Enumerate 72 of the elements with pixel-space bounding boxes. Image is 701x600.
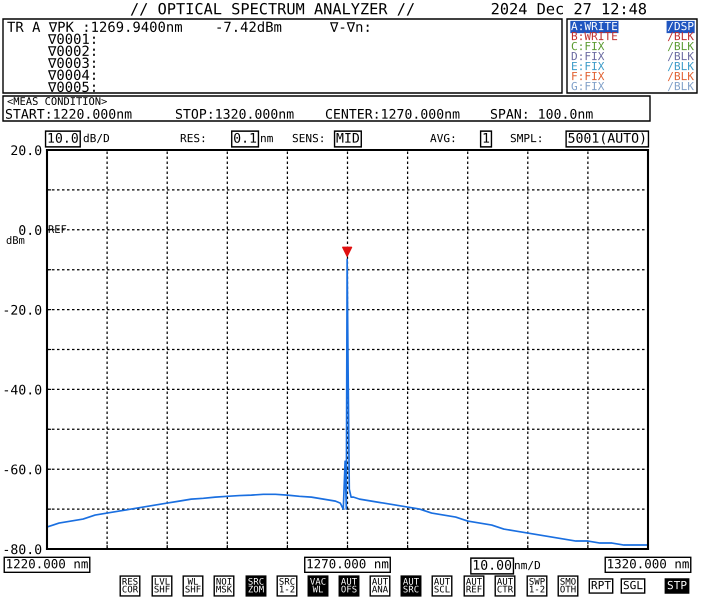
text: /BLK: [668, 42, 694, 52]
text: ∇0004:: [48, 70, 95, 80]
text: TR A ∇PK :1269.9400nm: [7, 22, 182, 32]
y-tick-label: 0.0: [19, 225, 42, 236]
text: <MEAS CONDITION>: [7, 97, 107, 106]
text: RPT: [592, 580, 611, 590]
text: SMPL:: [510, 134, 541, 142]
text: SENS:: [292, 134, 323, 142]
text: RES COR: [122, 578, 138, 593]
text: AUT CTR: [497, 578, 514, 593]
text: nm/D: [515, 560, 540, 570]
text: /BLK: [668, 52, 694, 62]
text: /DSP: [668, 22, 694, 32]
text: dBm: [6, 236, 24, 244]
text: MID: [336, 133, 360, 143]
text: E:FIX: [572, 62, 604, 70]
text: LVL SHF: [154, 578, 170, 593]
text: F:FIX: [572, 72, 604, 80]
text: VAC WL: [310, 578, 326, 592]
line-series: [47, 258, 648, 546]
text: 0.1: [234, 132, 256, 143]
text: /BLK: [668, 62, 694, 72]
text: C:FIX: [572, 42, 604, 50]
text: START:1220.000nm: [6, 108, 132, 119]
y-tick-label: -60.0: [4, 464, 42, 474]
y-tick-label: -40.0: [4, 384, 42, 395]
text: AUT ANA: [372, 578, 388, 592]
text: 2024 Dec 27 12:48: [492, 2, 646, 14]
text: ∇0003:: [48, 58, 95, 68]
text: SRC ZOM: [248, 578, 264, 593]
text: B:WRITE: [572, 32, 618, 40]
text: 10.00: [474, 560, 512, 570]
text: ∇0005:: [48, 82, 95, 92]
text: STOP:1320.000nm: [176, 108, 294, 119]
text: G:FIX: [572, 82, 604, 90]
text: AUT SCL: [434, 578, 450, 593]
text: D:FIX: [572, 52, 604, 60]
text: 1: [484, 133, 490, 143]
annotation: REF: [48, 225, 66, 233]
x-tick-label: 1220.000 nm: [7, 559, 88, 568]
y-tick-label: 20.0: [11, 145, 42, 156]
text: AUT SRC: [403, 578, 419, 593]
x-tick-label: 1320.000 nm: [608, 559, 689, 568]
chart-title: // OPTICAL SPECTRUM ANALYZER //: [130, 2, 414, 16]
text: AUT OFS: [341, 578, 357, 593]
text: NOI MSK: [216, 578, 232, 593]
text: /BLK: [668, 82, 694, 92]
text: /BLK: [668, 32, 694, 42]
text: ∇0002:: [48, 46, 95, 56]
text: /BLK: [668, 72, 694, 82]
text: SWP 1-2: [529, 578, 545, 592]
text: AVG:: [430, 134, 454, 142]
text: SGL: [624, 580, 643, 590]
text: SMO OTH: [560, 578, 576, 593]
text: RES:: [180, 134, 204, 142]
text: SRC 1-2: [279, 578, 294, 592]
text: AUT REF: [466, 578, 482, 592]
text: 10.0: [48, 132, 78, 143]
text: 5001(AUTO): [568, 132, 644, 144]
text: WL SHF: [185, 578, 201, 593]
text: A:WRITE: [571, 22, 618, 30]
x-tick-label: 1270.000 nm: [308, 559, 388, 568]
text: -7.42dBm: [217, 21, 282, 32]
text: dB/D: [84, 134, 110, 144]
y-tick-label: -80.0: [4, 544, 42, 554]
text: ∇0001:: [48, 34, 95, 44]
y-tick-label: -20.0: [4, 304, 42, 315]
text: STP: [668, 580, 687, 590]
text: ∇-∇n:: [330, 22, 368, 32]
text: nm: [261, 136, 273, 142]
text: SPAN: 100.0nm: [490, 108, 593, 119]
text: CENTER:1270.000nm: [326, 108, 460, 119]
